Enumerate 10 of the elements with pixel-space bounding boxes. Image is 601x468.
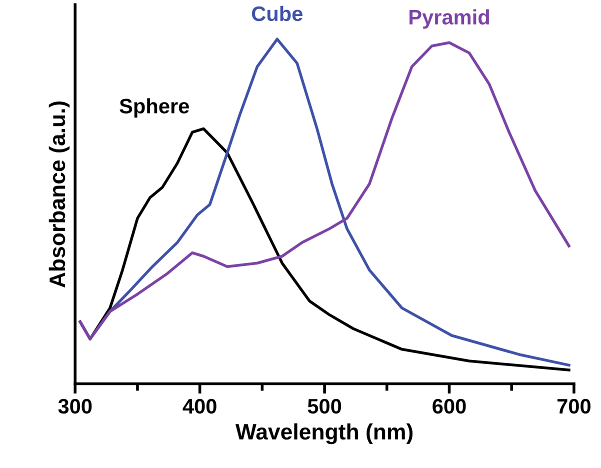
series-label: Cube: [252, 6, 302, 22]
x-tick-label: 400: [182, 398, 216, 414]
x-tick-label: 300: [58, 398, 92, 414]
y-axis-title: Absorbance (a.u.): [48, 101, 70, 288]
series-label: Sphere: [120, 98, 189, 118]
x-tick-label: 600: [432, 398, 466, 414]
x-tick-label: 500: [308, 398, 342, 414]
series-label: Pyramid: [410, 9, 489, 29]
x-tick-label: 700: [557, 398, 590, 414]
x-axis-title: Wavelength (nm): [235, 423, 413, 444]
